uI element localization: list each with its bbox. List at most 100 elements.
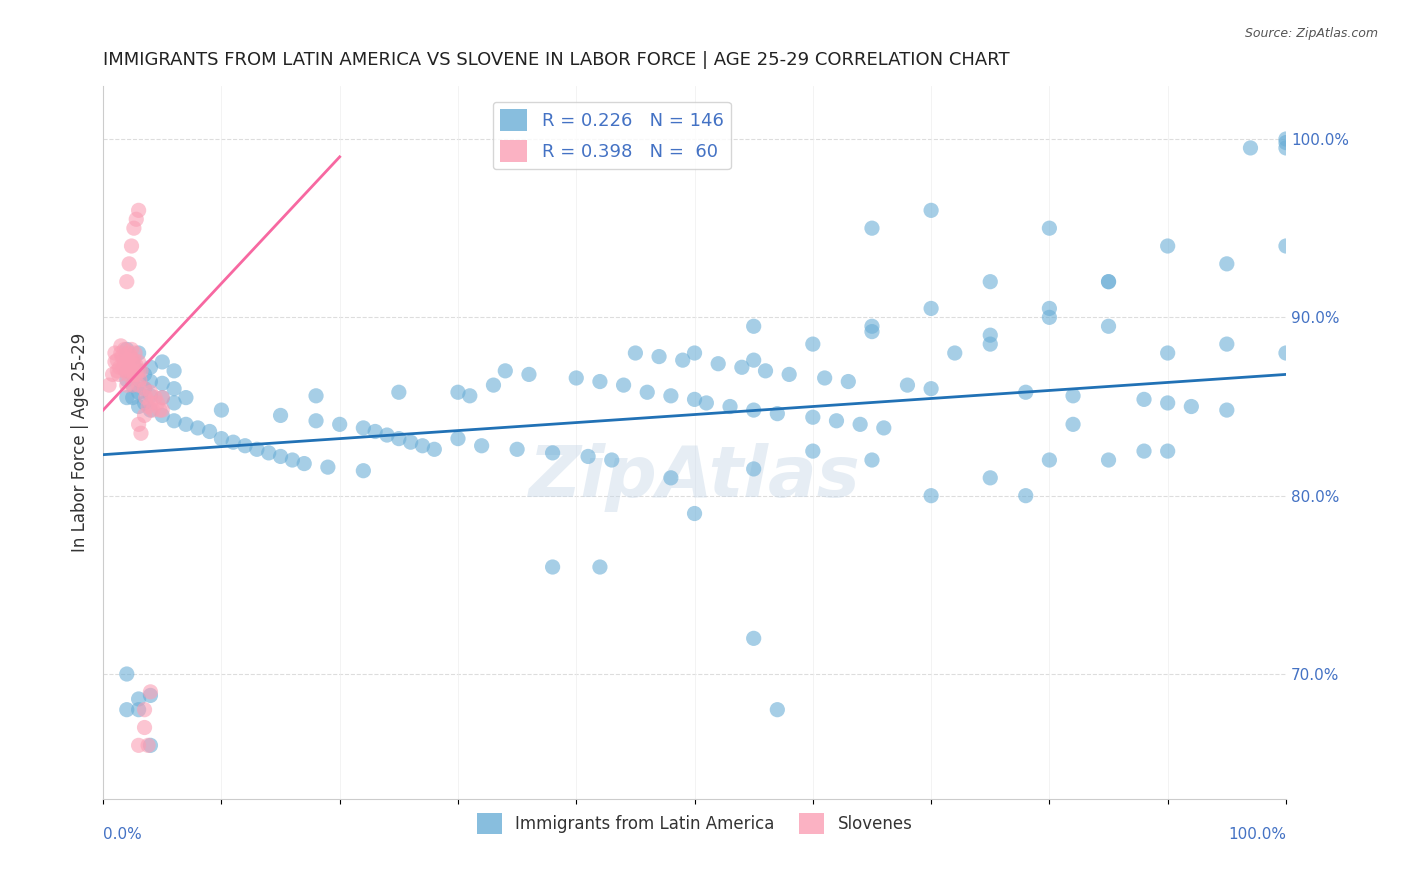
Immigrants from Latin America [920,203,942,218]
Immigrants from Latin America [163,396,186,410]
Immigrants from Latin America [150,391,173,405]
Immigrants from Latin America [246,442,269,457]
Legend: Immigrants from Latin America, Slovenes: Immigrants from Latin America, Slovenes [470,806,920,840]
Immigrants from Latin America [115,391,138,405]
Slovenes [150,403,173,417]
Immigrants from Latin America [134,382,156,396]
Slovenes [129,364,152,378]
Immigrants from Latin America [174,391,197,405]
Immigrants from Latin America [1015,489,1038,503]
Slovenes [112,353,135,368]
Slovenes [129,426,152,441]
Immigrants from Latin America [1275,141,1298,155]
Immigrants from Latin America [1275,132,1298,146]
Text: Source: ZipAtlas.com: Source: ZipAtlas.com [1244,27,1378,40]
Immigrants from Latin America [352,421,374,435]
Immigrants from Latin America [589,560,612,574]
Immigrants from Latin America [766,407,789,421]
Immigrants from Latin America [447,432,470,446]
Immigrants from Latin America [163,364,186,378]
Immigrants from Latin America [742,462,765,476]
Slovenes [120,350,142,364]
Immigrants from Latin America [150,355,173,369]
Immigrants from Latin America [565,371,588,385]
Immigrants from Latin America [979,328,1001,343]
Slovenes [128,417,150,432]
Immigrants from Latin America [718,400,741,414]
Immigrants from Latin America [305,414,328,428]
Immigrants from Latin America [139,689,162,703]
Slovenes [121,378,143,392]
Text: IMMIGRANTS FROM LATIN AMERICA VS SLOVENE IN LABOR FORCE | AGE 25-29 CORRELATION : IMMIGRANTS FROM LATIN AMERICA VS SLOVENE… [103,51,1010,69]
Immigrants from Latin America [139,739,162,753]
Slovenes [125,212,148,227]
Immigrants from Latin America [1275,136,1298,150]
Immigrants from Latin America [1062,389,1084,403]
Immigrants from Latin America [209,432,232,446]
Slovenes [118,346,141,360]
Immigrants from Latin America [613,378,636,392]
Immigrants from Latin America [1097,453,1119,467]
Immigrants from Latin America [1097,275,1119,289]
Immigrants from Latin America [659,471,682,485]
Slovenes [146,396,169,410]
Immigrants from Latin America [659,389,682,403]
Text: 100.0%: 100.0% [1227,828,1286,842]
Immigrants from Latin America [128,703,150,717]
Slovenes [118,360,141,375]
Immigrants from Latin America [139,375,162,389]
Immigrants from Latin America [139,389,162,403]
Immigrants from Latin America [128,692,150,706]
Immigrants from Latin America [305,389,328,403]
Slovenes [114,364,136,378]
Slovenes [125,359,148,373]
Immigrants from Latin America [731,360,754,375]
Y-axis label: In Labor Force | Age 25-29: In Labor Force | Age 25-29 [72,333,89,552]
Slovenes [124,346,146,360]
Immigrants from Latin America [506,442,529,457]
Slovenes [128,355,150,369]
Slovenes [121,343,143,357]
Immigrants from Latin America [589,375,612,389]
Immigrants from Latin America [1038,301,1060,316]
Immigrants from Latin America [1133,444,1156,458]
Immigrants from Latin America [411,439,433,453]
Slovenes [108,360,131,375]
Immigrants from Latin America [257,446,280,460]
Immigrants from Latin America [517,368,540,382]
Immigrants from Latin America [1180,400,1202,414]
Immigrants from Latin America [134,368,156,382]
Immigrants from Latin America [672,353,695,368]
Slovenes [110,339,132,353]
Immigrants from Latin America [150,409,173,423]
Immigrants from Latin America [187,421,209,435]
Immigrants from Latin America [1015,385,1038,400]
Immigrants from Latin America [388,432,411,446]
Slovenes [104,355,127,369]
Immigrants from Latin America [801,337,824,351]
Immigrants from Latin America [1216,337,1239,351]
Immigrants from Latin America [115,703,138,717]
Immigrants from Latin America [1097,275,1119,289]
Immigrants from Latin America [121,378,143,392]
Slovenes [115,275,138,289]
Immigrants from Latin America [979,471,1001,485]
Immigrants from Latin America [139,403,162,417]
Immigrants from Latin America [1097,319,1119,334]
Text: 0.0%: 0.0% [103,828,142,842]
Slovenes [105,353,128,368]
Immigrants from Latin America [600,453,623,467]
Immigrants from Latin America [128,385,150,400]
Immigrants from Latin America [115,667,138,681]
Slovenes [110,346,132,360]
Immigrants from Latin America [837,375,859,389]
Immigrants from Latin America [541,446,564,460]
Immigrants from Latin America [860,325,883,339]
Immigrants from Latin America [920,489,942,503]
Immigrants from Latin America [920,382,942,396]
Immigrants from Latin America [624,346,647,360]
Immigrants from Latin America [683,346,706,360]
Immigrants from Latin America [860,319,883,334]
Slovenes [134,382,156,396]
Immigrants from Latin America [801,444,824,458]
